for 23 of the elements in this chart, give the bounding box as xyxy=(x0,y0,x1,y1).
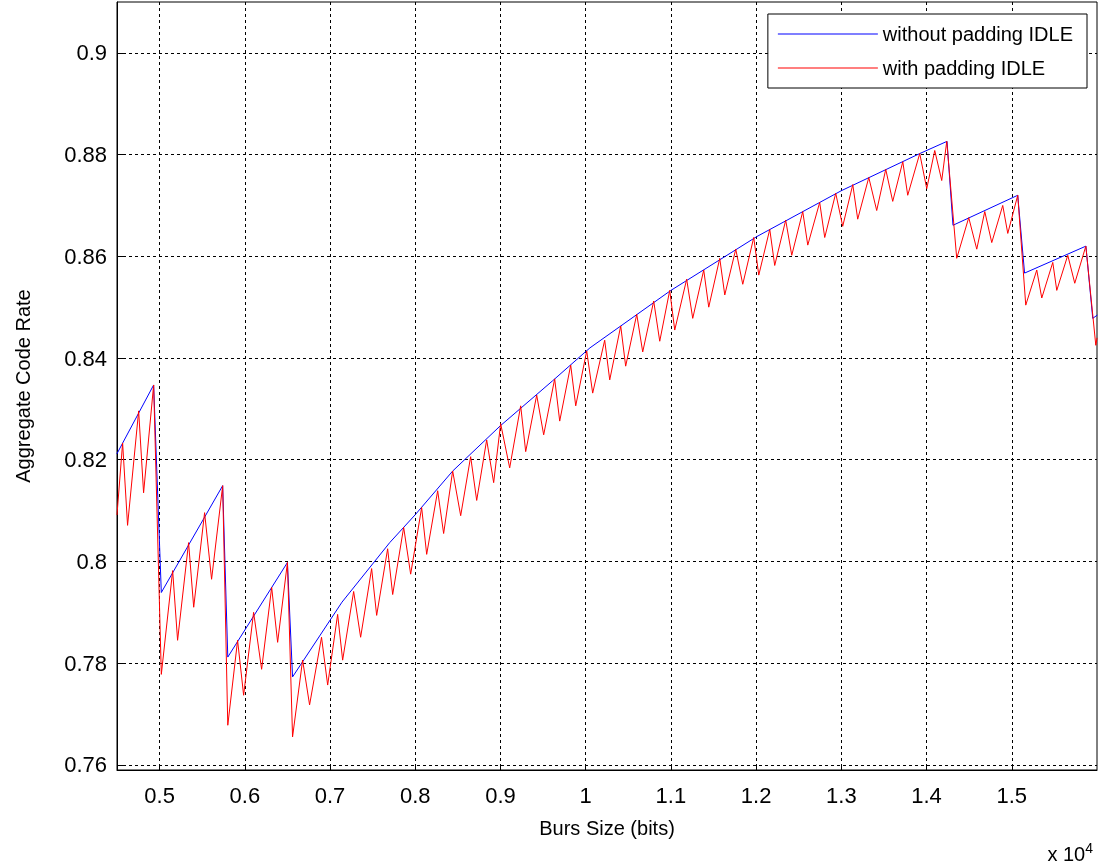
y-tick-label: 0.88 xyxy=(64,142,107,168)
x-tick-label: 1.1 xyxy=(655,782,687,808)
x-tick-label: 1.4 xyxy=(911,782,942,808)
y-tick-label: 0.8 xyxy=(76,548,107,574)
y-tick-label: 0.76 xyxy=(64,752,107,778)
x-tick-label: 0.6 xyxy=(229,782,261,808)
y-axis-title: Aggregate Code Rate xyxy=(12,289,34,483)
x-tick-label: 1.5 xyxy=(996,782,1028,808)
y-tick-label: 0.86 xyxy=(64,243,107,269)
legend-label: with padding IDLE xyxy=(881,57,1046,79)
y-tick-label: 0.78 xyxy=(64,650,107,676)
y-tick-label: 0.82 xyxy=(64,447,107,473)
x-tick-label: 1.3 xyxy=(826,782,857,808)
x-tick-label: 0.7 xyxy=(314,782,346,808)
x-tick-label: 0.8 xyxy=(399,782,431,808)
y-tick-label: 0.84 xyxy=(64,345,107,371)
x-tick-label: 1.2 xyxy=(740,782,772,808)
x-axis-title: Burs Size (bits) xyxy=(539,817,675,839)
y-tick-label: 0.9 xyxy=(76,40,107,66)
x-tick-label: 0.5 xyxy=(144,782,175,808)
x-tick-label: 0.9 xyxy=(485,782,516,808)
legend-label: without padding IDLE xyxy=(881,23,1074,45)
x-tick-label: 1 xyxy=(579,782,592,808)
